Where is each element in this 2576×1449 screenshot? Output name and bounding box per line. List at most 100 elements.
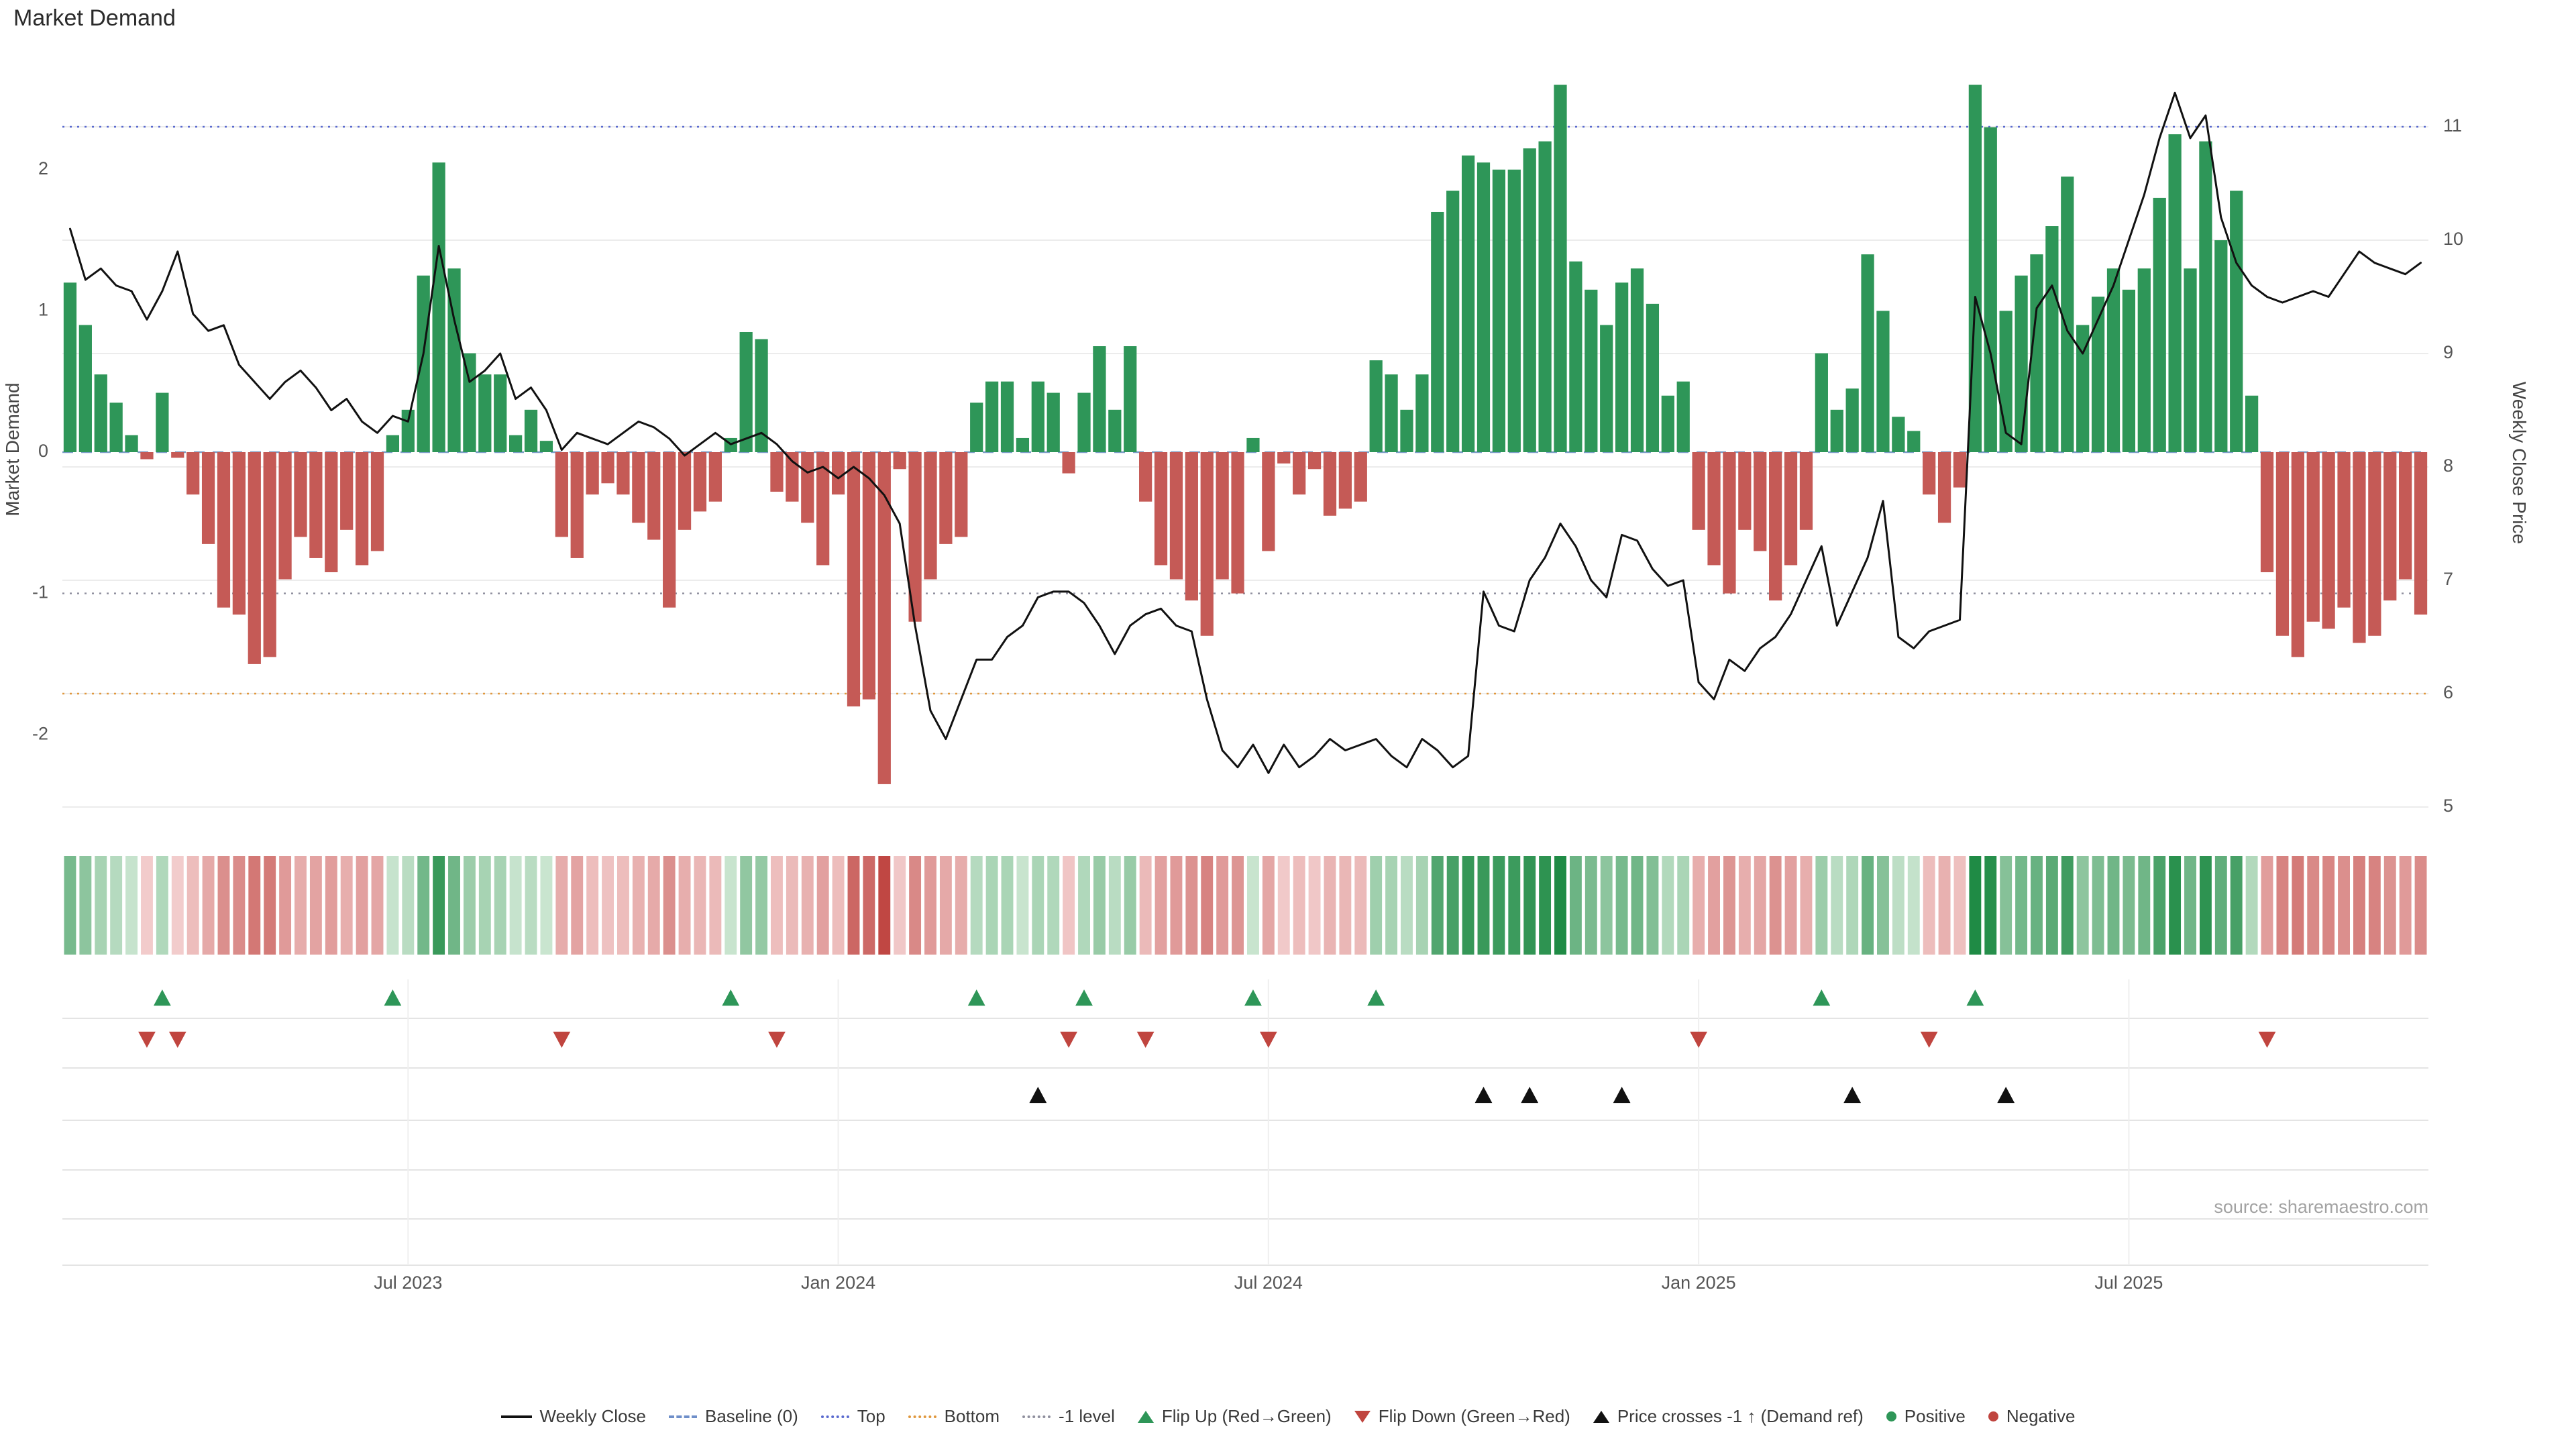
demand-bar	[1492, 169, 1506, 453]
legend-item-flip-down[interactable]: Flip Down (Green→Red)	[1354, 1406, 1570, 1427]
right-tick-label: 5	[2443, 796, 2453, 816]
heatmap-cell	[832, 856, 845, 955]
legend-item-label: Top	[857, 1406, 885, 1426]
demand-bar	[1523, 148, 1536, 452]
price-line	[69, 91, 2422, 774]
legend-item-negative[interactable]: Negative	[1988, 1406, 2076, 1427]
legend-item-weekly-close[interactable]: Weekly Close	[500, 1406, 646, 1427]
flip-up-marker	[967, 989, 985, 1006]
heatmap-cell	[2292, 856, 2304, 955]
price-cross-marker	[1613, 1087, 1631, 1104]
legend-item-label: Negative	[2006, 1406, 2076, 1426]
demand-bar	[201, 452, 215, 544]
demand-bar	[1139, 452, 1152, 502]
heatmap-cell	[1415, 856, 1428, 955]
heatmap-cell	[1032, 856, 1044, 955]
flip-up-triangle-icon	[1137, 1410, 1154, 1423]
legend-item-label: -1 level	[1059, 1406, 1115, 1426]
heatmap-cell	[1047, 856, 1060, 955]
heatmap-cell	[1708, 856, 1720, 955]
legend-item-baseline[interactable]: Baseline (0)	[669, 1406, 798, 1427]
legend-item-price-cross[interactable]: Price crosses -1 ↑ (Demand ref)	[1593, 1406, 1864, 1427]
demand-bar	[1307, 452, 1322, 470]
heatmap-cell	[1754, 856, 1766, 955]
price-cross-triangle-icon	[1593, 1410, 1609, 1423]
legend-item-flip-up[interactable]: Flip Up (Red→Green)	[1137, 1406, 1332, 1427]
heatmap-cell	[2107, 856, 2120, 955]
demand-bar	[1554, 85, 1567, 452]
demand-bar	[1569, 261, 1582, 452]
demand-bar	[1062, 452, 1075, 474]
price-cross-marker	[1029, 1087, 1047, 1104]
demand-bar	[831, 452, 845, 495]
heatmap-cell	[463, 856, 476, 955]
heatmap-cell	[571, 856, 584, 955]
heatmap-cell	[1738, 856, 1751, 955]
demand-bar	[2015, 275, 2028, 452]
legend-item-minus-one[interactable]: -1 level	[1022, 1406, 1115, 1427]
heatmap-cell	[1600, 856, 1613, 955]
heatmap-cell	[402, 856, 415, 955]
heatmap-cell	[1170, 856, 1183, 955]
demand-bar	[278, 452, 292, 580]
demand-bar	[1937, 452, 1951, 523]
demand-bar	[1093, 346, 1106, 452]
demand-bar	[924, 452, 937, 580]
heatmap-cell	[1185, 856, 1198, 955]
heatmap-cell	[2322, 856, 2335, 955]
demand-bar	[2383, 452, 2397, 601]
demand-bar	[570, 452, 584, 558]
left-tick-label: -2	[32, 723, 48, 743]
heatmap-cell	[678, 856, 691, 955]
demand-bar	[2199, 141, 2212, 452]
demand-bar	[109, 402, 123, 452]
demand-bar	[263, 452, 276, 657]
demand-bar	[401, 409, 415, 452]
demand-bar	[1692, 452, 1705, 530]
demand-bar	[616, 452, 630, 495]
legend-item-top[interactable]: Top	[820, 1406, 885, 1427]
demand-bar	[1231, 452, 1244, 594]
heatmap-cell	[1262, 856, 1275, 955]
heatmap-cell	[171, 856, 184, 955]
demand-bar	[816, 452, 830, 566]
demand-bar	[632, 452, 645, 523]
heatmap-cell	[1431, 856, 1444, 955]
heatmap-cell	[694, 856, 706, 955]
right-axis-title: Weekly Close Price	[2509, 382, 2530, 544]
demand-bar	[1338, 452, 1352, 509]
legend-item-positive[interactable]: Positive	[1886, 1406, 1966, 1427]
heatmap-cell	[1063, 856, 1075, 955]
heatmap-cell	[1846, 856, 1859, 955]
demand-bar	[1799, 452, 1813, 530]
demand-bar	[125, 435, 138, 452]
demand-bar	[601, 452, 614, 484]
demand-bar	[1124, 346, 1137, 452]
demand-bar	[2153, 197, 2166, 452]
demand-bar	[1984, 127, 1997, 452]
demand-bar	[539, 441, 553, 452]
heatmap-cell	[1815, 856, 1828, 955]
demand-bar	[1031, 381, 1044, 452]
heatmap-cell	[1247, 856, 1259, 955]
heatmap-cell	[2399, 856, 2412, 955]
demand-bar	[2337, 452, 2351, 608]
demand-bar	[955, 452, 968, 537]
heatmap-cell	[2031, 856, 2043, 955]
legend-item-bottom[interactable]: Bottom	[908, 1406, 1000, 1427]
heatmap-cell	[2153, 856, 2166, 955]
heatmap-cell	[2368, 856, 2381, 955]
demand-bar	[1016, 437, 1030, 452]
demand-bar	[1477, 162, 1491, 452]
chart-legend: Weekly Close Baseline (0) Top Bottom -1 …	[0, 1406, 2576, 1427]
heatmap-cell	[1108, 856, 1121, 955]
demand-bar	[1185, 452, 1198, 601]
heatmap-cell	[1385, 856, 1398, 955]
demand-bar	[1630, 268, 1644, 452]
heatmap-cell	[95, 856, 107, 955]
heatmap-cell	[1907, 856, 1920, 955]
demand-bar	[2168, 134, 2182, 452]
flip-up-marker	[1075, 989, 1093, 1006]
flip-down-marker	[768, 1031, 786, 1048]
x-tick-label: Jul 2023	[374, 1273, 442, 1293]
